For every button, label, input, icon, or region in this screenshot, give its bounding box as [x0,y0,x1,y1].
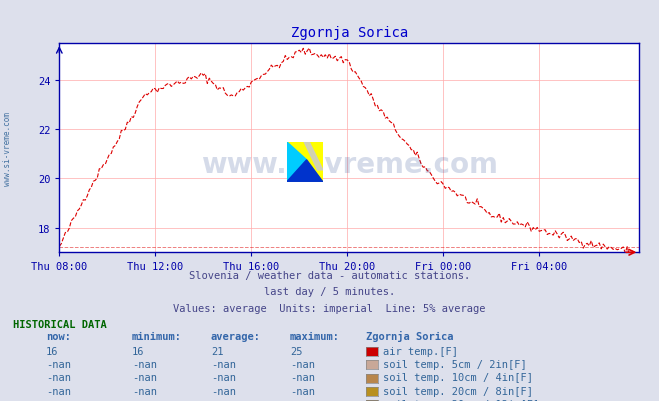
Text: now:: now: [46,331,71,341]
Polygon shape [287,142,306,182]
Text: Zgornja Sorica: Zgornja Sorica [366,330,453,341]
Text: -nan: -nan [290,359,315,369]
Text: average:: average: [211,331,261,341]
Text: soil temp. 20cm / 8in[F]: soil temp. 20cm / 8in[F] [383,386,533,396]
Text: -nan: -nan [132,399,157,401]
Text: 25: 25 [290,346,302,356]
Text: 21: 21 [211,346,223,356]
Text: maximum:: maximum: [290,331,340,341]
Text: -nan: -nan [46,373,71,383]
Text: 16: 16 [46,346,59,356]
Title: Zgornja Sorica: Zgornja Sorica [291,26,408,40]
Text: www.si-vreme.com: www.si-vreme.com [201,151,498,179]
Text: -nan: -nan [132,386,157,396]
Text: minimum:: minimum: [132,331,182,341]
Text: -nan: -nan [290,399,315,401]
Text: -nan: -nan [46,399,71,401]
Text: -nan: -nan [211,373,236,383]
Text: soil temp. 10cm / 4in[F]: soil temp. 10cm / 4in[F] [383,373,533,383]
Text: -nan: -nan [211,359,236,369]
Text: Values: average  Units: imperial  Line: 5% average: Values: average Units: imperial Line: 5%… [173,303,486,313]
Text: -nan: -nan [46,386,71,396]
Text: -nan: -nan [46,359,71,369]
Text: -nan: -nan [211,399,236,401]
Text: Slovenia / weather data - automatic stations.: Slovenia / weather data - automatic stat… [189,271,470,281]
Text: -nan: -nan [132,359,157,369]
Text: -nan: -nan [290,386,315,396]
Text: soil temp. 30cm / 12in[F]: soil temp. 30cm / 12in[F] [383,399,539,401]
Text: HISTORICAL DATA: HISTORICAL DATA [13,319,107,329]
Text: soil temp. 5cm / 2in[F]: soil temp. 5cm / 2in[F] [383,359,527,369]
Polygon shape [304,142,323,170]
Text: www.si-vreme.com: www.si-vreme.com [3,111,13,185]
Text: -nan: -nan [132,373,157,383]
Text: -nan: -nan [211,386,236,396]
Polygon shape [287,160,323,182]
Text: last day / 5 minutes.: last day / 5 minutes. [264,287,395,297]
Text: 16: 16 [132,346,144,356]
Text: -nan: -nan [290,373,315,383]
Text: air temp.[F]: air temp.[F] [383,346,458,356]
